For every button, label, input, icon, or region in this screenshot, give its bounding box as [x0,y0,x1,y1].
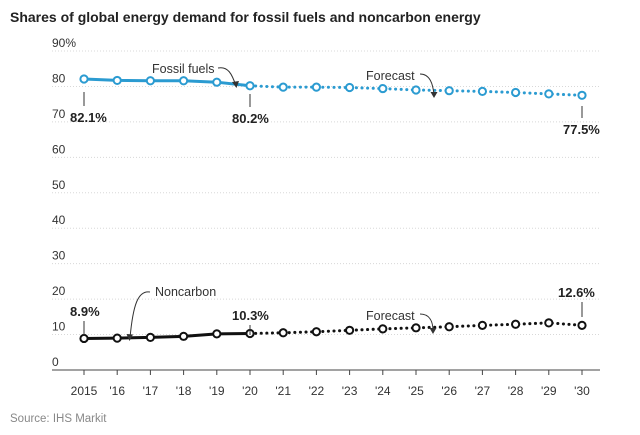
grid [52,50,600,371]
data-point [245,81,255,91]
y-tick-label: 10 [52,320,66,334]
data-point [179,331,189,341]
data-point [577,320,587,330]
data-point [112,75,122,86]
y-tick-label: 30 [52,249,66,263]
series-line-0-actual [83,77,251,88]
x-tick-label: '17 [143,384,159,398]
data-point [411,323,421,333]
data-point [145,332,155,342]
forecast-bottom-arrowhead [429,328,437,334]
data-point [278,328,288,338]
x-tick-label: '21 [275,384,291,398]
data-point [79,74,89,84]
x-tick-label: '23 [342,384,358,398]
fossil-2015-label: 82.1% [70,110,107,125]
x-tick-label: '18 [176,384,192,398]
noncarbon-label: Noncarbon [155,285,216,299]
data-point [145,76,155,86]
noncarbon-arrow [129,291,151,339]
x-tick-label: '29 [541,384,557,398]
data-point [577,90,587,100]
fossil-2030-label: 77.5% [563,122,600,137]
forecast-top-label: Forecast [366,69,415,83]
fossil-fuels-label: Fossil fuels [152,62,215,76]
data-point [510,319,521,329]
x-axis-ticks: 2015 '16 '17 '18 '19 '20 '21 '22 '23 '24 '25 '26 '27… [71,370,590,398]
y-tick-label: 80 [52,71,66,85]
data-point [112,333,122,343]
fossil-fuels-arrowhead [232,81,239,88]
data-point [477,320,487,330]
fossil-2020-label: 80.2% [232,111,269,126]
data-point [544,318,554,328]
x-tick-label: 2015 [71,384,98,398]
x-tick-label: '30 [574,384,590,398]
x-tick-label: '28 [508,384,524,398]
y-tick-label: 60 [52,142,66,156]
x-tick-label: '20 [242,384,258,398]
data-point [378,83,388,94]
forecast-bottom-label: Forecast [366,309,415,323]
x-tick-label: '19 [209,384,225,398]
y-tick-label: 50 [52,178,66,192]
data-point [311,82,321,92]
noncarbon-2030-label: 12.6% [558,285,595,300]
series-layer [79,74,587,344]
source-note: Source: IHS Markit [10,413,107,425]
x-tick-label: '22 [309,384,325,398]
data-point [378,324,388,334]
data-point [212,329,222,339]
forecast-top-arrow [419,73,435,96]
chart-title: Shares of global energy demand for fossi… [10,9,481,25]
data-point [311,327,321,337]
data-point [345,82,355,93]
x-tick-label: '16 [109,384,125,398]
annotations: Fossil fuels Forecast Noncarbon Forecast… [70,62,600,341]
y-tick-label: 0 [52,355,59,369]
data-point [544,89,554,99]
x-tick-label: '24 [375,384,391,398]
data-point [212,77,222,87]
data-point [477,86,487,97]
x-tick-label: '27 [475,384,491,398]
forecast-top-arrowhead [430,92,438,98]
noncarbon-arrowhead [126,334,133,341]
data-point [411,85,421,95]
y-tick-label: 20 [52,284,66,298]
data-point [278,82,288,92]
series-line-0-forecast [248,84,584,97]
y-tick-label: 90% [52,36,76,50]
noncarbon-2015-label: 8.9% [70,304,100,319]
data-point [345,325,355,335]
data-point [179,76,189,86]
x-tick-label: '25 [408,384,424,398]
y-axis-ticks: 0 10 20 30 40 50 60 70 80 90% [52,36,76,369]
series-line-1-actual [83,331,251,340]
y-tick-label: 40 [52,213,66,227]
series-line-1-forecast [248,321,584,335]
data-point [444,86,454,96]
data-point [510,87,521,98]
x-tick-label: '26 [441,384,457,398]
noncarbon-2020-label: 10.3% [232,308,269,323]
y-tick-label: 70 [52,107,66,121]
data-point [444,322,454,332]
